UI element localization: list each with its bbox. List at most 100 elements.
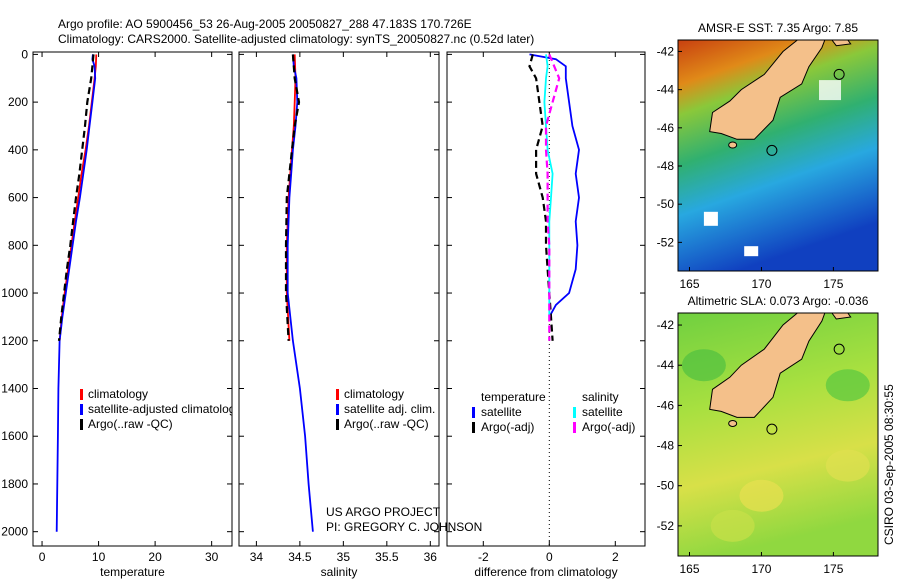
y-tick-label: -50 bbox=[657, 197, 675, 211]
x-tick-label: 20 bbox=[148, 550, 162, 564]
x-tick-label: 170 bbox=[751, 562, 771, 576]
x-tick-label: 36 bbox=[424, 550, 438, 564]
legend-swatch bbox=[80, 389, 83, 400]
y-tick-label: 1600 bbox=[1, 429, 28, 443]
legend-label: Argo(..raw -QC) bbox=[344, 417, 429, 431]
y-tick-label: -48 bbox=[657, 159, 675, 173]
salinity-series-group bbox=[284, 54, 314, 532]
x-tick-label: 175 bbox=[823, 277, 843, 291]
x-tick-label: 2 bbox=[612, 550, 619, 564]
salinity-plot: 34 34.5 35 35.5 36 salinity climatologysatelli… bbox=[238, 51, 440, 579]
x-tick-label: 170 bbox=[751, 277, 771, 291]
title-line-1: Argo profile: AO 5900456_53 26-Aug-2005 … bbox=[58, 17, 472, 31]
sla-map-title: Altimetric SLA: 0.073 Argo: -0.036 bbox=[688, 294, 869, 308]
sla-map-axes-box bbox=[677, 312, 879, 557]
sla-anomaly-patch bbox=[825, 369, 870, 402]
legend-label: climatology bbox=[88, 387, 148, 401]
argo-position-marker bbox=[766, 423, 778, 435]
y-tick-label: -42 bbox=[657, 318, 675, 332]
stewart-island bbox=[728, 141, 738, 149]
y-tick-label: 1400 bbox=[1, 381, 28, 395]
x-tick-label: -2 bbox=[478, 550, 489, 564]
x-tick-label: 175 bbox=[823, 562, 843, 576]
x-tick-label: 35.5 bbox=[375, 550, 399, 564]
y-tick-label: 1800 bbox=[1, 477, 28, 491]
series-line-temperature-satellite bbox=[529, 53, 580, 318]
credit-line-2: PI: GREGORY C. JOHNSON bbox=[326, 520, 482, 534]
y-tick-label: 400 bbox=[8, 143, 28, 157]
sla-map: Altimetric SLA: 0.073 Argo: -0.036 165 170… bbox=[657, 294, 879, 576]
y-tick-label: -44 bbox=[657, 83, 675, 97]
difference-x-label: difference from climatology bbox=[474, 565, 617, 579]
x-tick-label: 35 bbox=[337, 550, 351, 564]
y-tick-label: 2000 bbox=[1, 525, 28, 539]
sla-anomaly-patch bbox=[710, 509, 755, 542]
y-tick-label: -48 bbox=[657, 439, 675, 453]
auckland-islands-mask bbox=[703, 211, 718, 226]
x-tick-label: 10 bbox=[92, 550, 106, 564]
x-tick-label: 0 bbox=[39, 550, 46, 564]
x-tick-label: 0 bbox=[546, 550, 553, 564]
y-tick-label: -50 bbox=[657, 479, 675, 493]
difference-series-group bbox=[528, 53, 580, 341]
sla-anomaly-patch bbox=[739, 479, 784, 512]
sla-anomaly-patch bbox=[825, 449, 870, 482]
temperature-x-label: temperature bbox=[100, 565, 165, 579]
stewart-island bbox=[728, 419, 738, 427]
legend-label: Argo(-adj) bbox=[582, 420, 635, 434]
y-tick-label: -46 bbox=[657, 398, 675, 412]
y-tick-label: 600 bbox=[8, 191, 28, 205]
series-line-argo-raw-qc- bbox=[57, 54, 95, 341]
series-line-satellite-adj-clim- bbox=[286, 54, 314, 532]
legend-label: satellite adj. clim. bbox=[344, 402, 435, 416]
salinity-x-label: salinity bbox=[321, 565, 358, 579]
y-tick-label: 800 bbox=[8, 238, 28, 252]
y-tick-label: -42 bbox=[657, 44, 675, 58]
series-line-salinity-argo-adj- bbox=[544, 53, 561, 341]
legend-swatch bbox=[80, 419, 83, 430]
y-tick-label: -52 bbox=[657, 235, 675, 249]
legend-label: satellite bbox=[481, 405, 522, 419]
series-line-argo-raw-qc- bbox=[284, 54, 301, 341]
legend-label: satellite bbox=[582, 405, 623, 419]
legend-swatch bbox=[336, 389, 339, 400]
feature-contour bbox=[833, 68, 845, 80]
y-tick-label: 1200 bbox=[1, 334, 28, 348]
x-tick-label: 34 bbox=[250, 550, 264, 564]
x-tick-label: 34.5 bbox=[288, 550, 312, 564]
x-tick-label: 165 bbox=[679, 562, 699, 576]
legend-swatch bbox=[336, 419, 339, 430]
campbell-island-mask bbox=[744, 246, 759, 257]
legend-label: Argo(-adj) bbox=[481, 420, 534, 434]
series-line-temperature-argo-adj- bbox=[528, 54, 554, 341]
legend-label: satellite-adjusted climatolog bbox=[88, 402, 235, 416]
legend-label: climatology bbox=[344, 387, 404, 401]
y-tick-label: -52 bbox=[657, 519, 675, 533]
title-line-2: Climatology: CARS2000. Satellite-adjuste… bbox=[58, 32, 534, 46]
legend-header-salinity: salinity bbox=[582, 390, 619, 404]
temperature-series-group bbox=[55, 54, 98, 532]
x-tick-label: 30 bbox=[205, 550, 219, 564]
series-line-salinity-satellite bbox=[543, 54, 554, 317]
south-island-landmass bbox=[709, 39, 826, 140]
temperature-plot: 0 10 20 30 0 200 400 600 800 1000 1200 1400 1600 1800… bbox=[1, 47, 235, 579]
legend-label: Argo(..raw -QC) bbox=[88, 417, 173, 431]
legend-swatch bbox=[80, 404, 83, 415]
legend-swatch bbox=[573, 422, 576, 433]
y-tick-label: -44 bbox=[657, 358, 675, 372]
credit-line-1: US ARGO PROJECT bbox=[326, 505, 441, 519]
legend-swatch bbox=[472, 407, 475, 418]
salinity-axes-box bbox=[238, 51, 440, 547]
y-tick-label: -46 bbox=[657, 121, 675, 135]
argo-position-marker bbox=[766, 144, 778, 156]
sst-map-axes-box bbox=[677, 39, 879, 272]
coastal-mask bbox=[819, 80, 842, 101]
y-tick-label: 1000 bbox=[1, 286, 28, 300]
sst-map: AMSR-E SST: 7.35 Argo: 7.85 165 170 175 -42 -… bbox=[657, 21, 879, 291]
legend-swatch bbox=[336, 404, 339, 415]
x-tick-label: 165 bbox=[679, 277, 699, 291]
sst-map-title: AMSR-E SST: 7.35 Argo: 7.85 bbox=[698, 21, 858, 35]
sla-anomaly-patch bbox=[681, 349, 726, 382]
